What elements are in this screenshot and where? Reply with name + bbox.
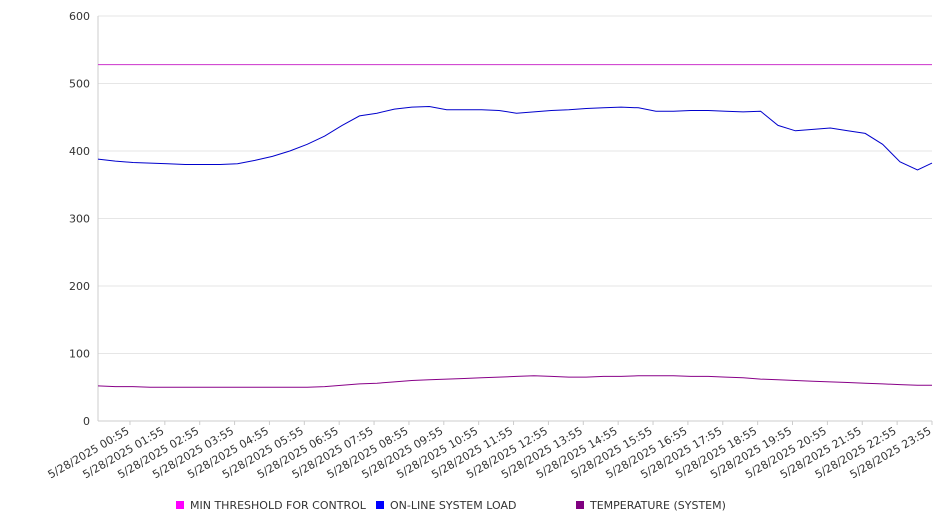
y-tick-label: 600: [69, 10, 90, 23]
series-line-2: [97, 375, 932, 388]
series-lines: [97, 64, 933, 388]
y-tick-label: 200: [69, 280, 90, 293]
legend-label: ON-LINE SYSTEM LOAD: [390, 499, 516, 512]
grid-lines: [98, 15, 932, 354]
legend-label: MIN THRESHOLD FOR CONTROL: [190, 499, 367, 512]
y-tick-label: 500: [69, 78, 90, 91]
legend: MIN THRESHOLD FOR CONTROL ON-LINE SYSTEM …: [176, 499, 726, 512]
legend-swatch: [576, 501, 584, 509]
legend-label: TEMPERATURE (SYSTEM): [589, 499, 726, 512]
y-tick-label: 300: [69, 213, 90, 226]
y-tick-label: 400: [69, 145, 90, 158]
y-tick-label: 100: [69, 348, 90, 361]
x-axis-ticks: 5/28/2025 00:555/28/2025 01:555/28/2025 …: [46, 421, 934, 481]
series-line-1: [97, 105, 933, 171]
legend-swatch: [176, 501, 184, 509]
y-tick-label: 0: [83, 415, 90, 428]
y-axis-ticks: 0 100 200 300 400 500 600: [69, 10, 90, 428]
legend-swatch: [376, 501, 384, 509]
